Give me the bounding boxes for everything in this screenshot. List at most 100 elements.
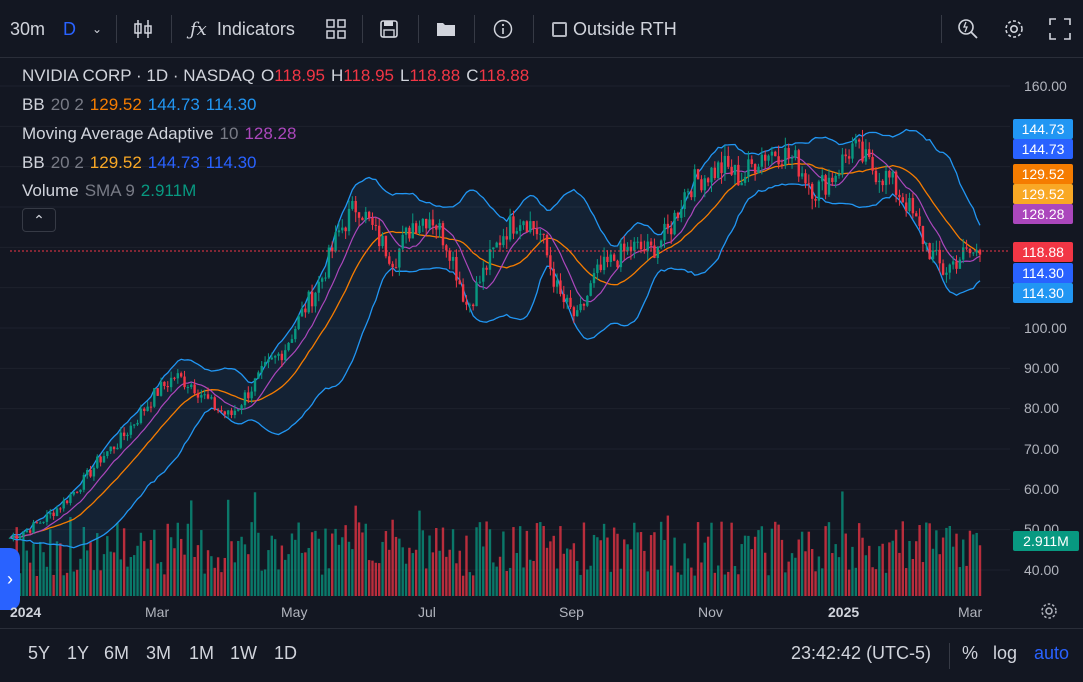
- candle-body: [968, 248, 972, 254]
- range-6m-button[interactable]: 6M: [104, 643, 130, 663]
- percent-scale-button[interactable]: %: [962, 643, 979, 663]
- range-1w-button[interactable]: 1W: [230, 643, 257, 663]
- range-1y-button[interactable]: 1Y: [67, 643, 90, 663]
- candle-body: [364, 211, 367, 221]
- candle-body: [62, 500, 65, 509]
- candle-body: [280, 353, 284, 361]
- volume-bar: [92, 570, 96, 596]
- candles-icon[interactable]: [133, 0, 153, 58]
- info-icon[interactable]: [493, 0, 513, 58]
- range-3m-button[interactable]: 3M: [146, 643, 172, 663]
- x-tick: May: [281, 604, 308, 620]
- templates-grid-icon[interactable]: [326, 0, 346, 58]
- candle-body: [106, 451, 109, 457]
- candle-body: [673, 212, 676, 235]
- candle-body: [824, 175, 827, 195]
- chevron-down-icon[interactable]: ⌄: [92, 22, 103, 36]
- quick-search-icon[interactable]: [957, 0, 979, 58]
- volume-bar: [659, 521, 663, 596]
- candle-body: [250, 391, 253, 399]
- time-axis-settings-icon[interactable]: [1040, 602, 1058, 623]
- folder-icon[interactable]: [436, 0, 456, 58]
- volume-bar: [109, 551, 112, 596]
- candle-body: [884, 170, 888, 186]
- volume-bar: [743, 535, 747, 596]
- volume-bar: [99, 570, 102, 596]
- volume-bar: [378, 563, 381, 596]
- candle-body: [408, 227, 411, 239]
- volume-bar: [72, 571, 75, 596]
- volume-bar: [559, 526, 562, 596]
- interval-button[interactable]: 30m: [10, 0, 45, 58]
- candle-body: [146, 406, 149, 412]
- volume-bar: [700, 562, 703, 596]
- volume-bar: [307, 547, 310, 596]
- log-scale-button[interactable]: log: [993, 643, 1018, 663]
- volume-bar: [572, 543, 576, 596]
- volume-bar: [676, 572, 680, 596]
- candle-body: [391, 263, 394, 268]
- candle-body: [881, 180, 884, 186]
- candle-body: [817, 181, 821, 201]
- candle-body: [676, 212, 680, 218]
- volume-bar: [18, 573, 22, 596]
- bb-legend-2[interactable]: BB 20 2 129.52 144.73 114.30: [22, 153, 263, 173]
- candle-body: [59, 508, 62, 510]
- volume-bar: [213, 567, 216, 596]
- candle-body: [226, 410, 230, 415]
- candle-body: [240, 405, 243, 410]
- gear-icon[interactable]: [1003, 0, 1025, 58]
- volume-bar: [240, 536, 243, 596]
- volume-bar: [25, 550, 28, 596]
- candle-body: [270, 357, 273, 360]
- candle-body: [260, 365, 263, 373]
- candle-body: [730, 166, 733, 175]
- open-value: 118.95: [274, 66, 325, 85]
- save-icon[interactable]: [380, 0, 398, 58]
- volume-bar: [733, 566, 737, 596]
- clock-timezone[interactable]: 23:42:42 (UTC-5): [791, 643, 932, 663]
- indicators-button[interactable]: ƒx Indicators: [190, 0, 295, 58]
- range-1d-button[interactable]: 1D: [274, 643, 298, 663]
- candle-body: [45, 514, 49, 522]
- candle-body: [512, 216, 515, 234]
- volume-bar: [367, 560, 371, 596]
- candle-body: [96, 456, 99, 468]
- volume-bar: [59, 543, 62, 596]
- adaptive-ma-line: [9, 152, 981, 539]
- volume-bar: [643, 550, 646, 596]
- candle-body: [666, 223, 670, 229]
- candle-body: [354, 200, 357, 213]
- candle-body: [320, 278, 324, 282]
- chart-pane[interactable]: NVIDIA CORP · 1D · NASDAQ O118.95 H118.95 L…: [0, 58, 1083, 598]
- outside-rth-toggle[interactable]: Outside RTH: [552, 0, 677, 58]
- interval-daily-button[interactable]: D: [63, 0, 76, 58]
- volume-bar: [616, 533, 619, 596]
- candle-body: [582, 304, 586, 306]
- y-tick: 80.00: [1024, 400, 1060, 416]
- bb-legend-1[interactable]: BB 20 2 129.52 144.73 114.30: [22, 95, 263, 115]
- auto-scale-button[interactable]: auto: [1034, 643, 1070, 663]
- range-5y-button[interactable]: 5Y: [28, 643, 51, 663]
- volume-bar: [498, 556, 502, 596]
- bollinger-upper-line: [9, 128, 981, 539]
- maa-legend[interactable]: Moving Average Adaptive 10 128.28: [22, 124, 302, 144]
- candle-body: [636, 241, 639, 243]
- candle-body: [938, 249, 941, 264]
- fullscreen-icon[interactable]: [1049, 0, 1071, 58]
- candle-body: [223, 411, 227, 415]
- volume-bar: [492, 562, 495, 596]
- low-label: L: [400, 66, 410, 85]
- volume-bar: [52, 574, 55, 596]
- volume-bar: [129, 557, 133, 596]
- range-1m-button[interactable]: 1M: [189, 643, 215, 663]
- candle-body: [361, 217, 364, 221]
- candle-body: [89, 469, 92, 477]
- bb-lower-value: 114.30: [205, 153, 257, 172]
- volume-legend[interactable]: Volume SMA 9 2.911M: [22, 181, 202, 201]
- collapse-legend-button[interactable]: ⌃: [22, 208, 56, 232]
- side-panel-toggle[interactable]: ›: [0, 548, 20, 610]
- volume-bar: [881, 543, 884, 596]
- bollinger-band-fill: [10, 129, 980, 548]
- volume-bar: [112, 552, 116, 596]
